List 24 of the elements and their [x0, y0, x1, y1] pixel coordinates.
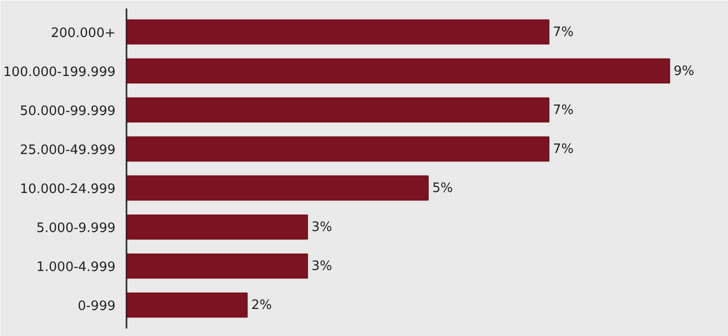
bar: [126, 214, 308, 240]
y-tick-label: 100.000-199.999: [3, 64, 116, 80]
data-label: 9%: [674, 64, 694, 79]
bar: [126, 253, 308, 279]
y-tick-label: 10.000-24.999: [20, 182, 116, 198]
y-tick-label: 1.000-4.999: [36, 260, 116, 276]
y-tick-label: 5.000-9.999: [36, 221, 116, 236]
bar: [126, 58, 670, 84]
bar: [126, 97, 550, 123]
bar: [126, 292, 248, 318]
data-label: 3%: [312, 259, 332, 274]
y-tick-label: 0-999: [78, 299, 116, 314]
y-tick-label: 50.000-99.999: [20, 104, 116, 119]
bar: [126, 136, 550, 162]
data-label: 7%: [552, 102, 574, 118]
y-tick-label: 25.000-49.999: [20, 142, 116, 158]
bar: [126, 19, 550, 45]
data-label: 7%: [552, 24, 574, 40]
data-label: 7%: [552, 142, 574, 157]
data-label: 2%: [251, 298, 272, 314]
bar: [126, 175, 429, 201]
data-label: 3%: [312, 220, 332, 236]
y-tick-label: 200.000+: [50, 26, 116, 41]
data-label: 5%: [432, 181, 453, 196]
